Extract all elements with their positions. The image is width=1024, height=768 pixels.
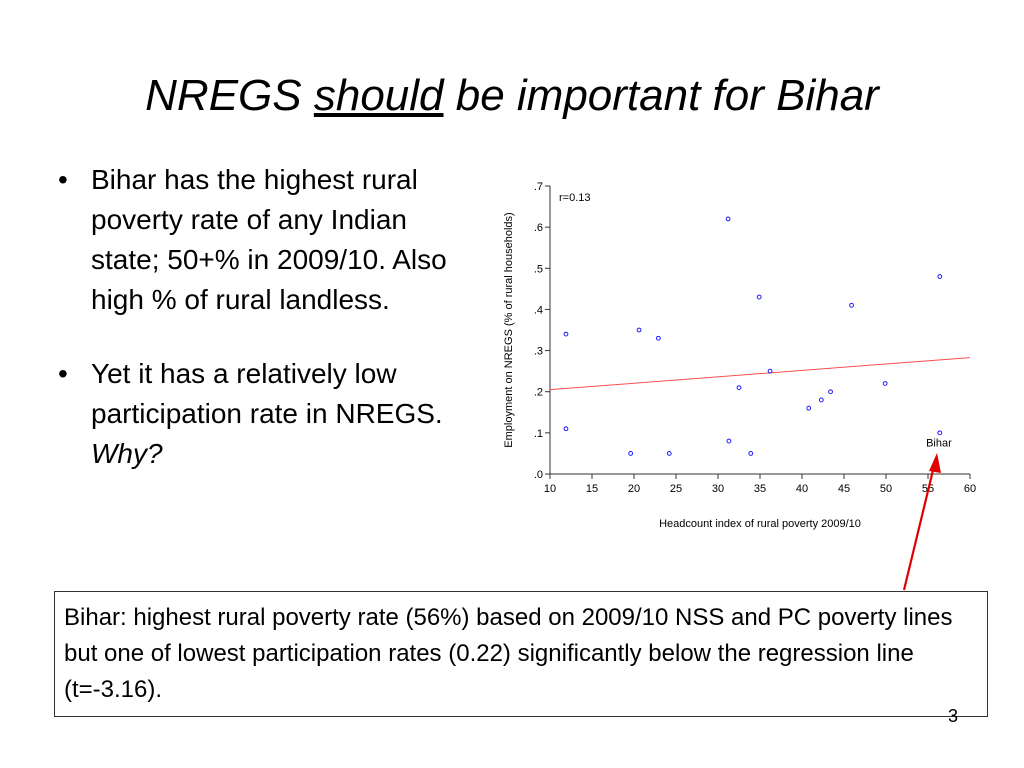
data-point	[806, 405, 812, 411]
x-tick-label: 50	[880, 483, 892, 495]
regression-line	[549, 357, 971, 391]
data-point	[937, 274, 943, 279]
data-point	[849, 302, 854, 308]
y-tick-label: .4	[534, 304, 543, 316]
x-tick-label: 15	[586, 483, 598, 495]
point-label: Bihar	[926, 437, 952, 449]
y-axis-label: Employment on NREGS (% of rural househol…	[503, 212, 515, 447]
bullet-item: • Yet it has a relatively low participat…	[58, 354, 478, 474]
page-number: 3	[948, 706, 959, 726]
data-point	[655, 335, 661, 341]
data-point	[937, 430, 943, 436]
bullet-list: • Bihar has the highest rural poverty ra…	[58, 160, 478, 474]
x-tick-label: 60	[964, 483, 976, 495]
x-tick-label: 20	[628, 483, 640, 495]
correlation-annotation: r=0.13	[559, 192, 591, 204]
data-point	[828, 389, 833, 395]
callout-box: Bihar: highest rural poverty rate (56%) …	[54, 591, 988, 717]
y-tick-label: .7	[534, 181, 543, 193]
y-tick-label: .2	[534, 387, 543, 399]
scatter-chart: 10 15 20 25 30 35 40 45 50 55 60 .0 .1 .2 .3 .4 .5 .6 .7 He…	[503, 181, 976, 530]
bullet-text: Yet it has a relatively low participatio…	[91, 358, 443, 429]
x-tick-label: 40	[796, 483, 808, 495]
y-tick-label: .1	[534, 428, 543, 440]
y-tick-label: .3	[534, 346, 543, 358]
data-point	[726, 438, 732, 444]
data-point	[628, 451, 634, 456]
data-point	[818, 397, 824, 403]
x-tick-label: 30	[712, 483, 724, 495]
x-axis-label: Headcount index of rural poverty 2009/10	[659, 518, 861, 530]
data-point	[756, 294, 762, 300]
x-tick-label: 55	[922, 483, 934, 495]
x-tick-label: 35	[754, 483, 766, 495]
bullet-text: Bihar has the highest rural poverty rate…	[91, 164, 447, 315]
bullet-dot-icon: •	[58, 358, 68, 389]
data-point	[882, 381, 888, 386]
x-tick-label: 10	[544, 483, 556, 495]
data-point	[767, 368, 773, 374]
title-pre: NREGS	[145, 71, 314, 120]
data-point	[666, 451, 672, 456]
x-tick-label: 25	[670, 483, 682, 495]
title-post: be important for Bihar	[443, 71, 879, 120]
bullet-emphasis: Why?	[91, 438, 163, 469]
data-point	[563, 331, 569, 337]
data-point	[563, 426, 569, 432]
bullet-dot-icon: •	[58, 164, 68, 195]
slide-title: NREGS should be important for Bihar	[0, 68, 1024, 124]
data-point	[736, 385, 742, 391]
x-tick-label: 45	[838, 483, 850, 495]
y-tick-label: .0	[534, 469, 543, 481]
title-emphasis: should	[313, 71, 444, 120]
data-point	[636, 327, 642, 333]
y-tick-label: .6	[534, 222, 543, 234]
data-point	[748, 451, 754, 456]
callout-text: Bihar: highest rural poverty rate (56%) …	[64, 604, 953, 703]
y-tick-label: .5	[534, 263, 543, 275]
data-point	[725, 216, 731, 222]
bullet-item: • Bihar has the highest rural poverty ra…	[58, 160, 478, 320]
